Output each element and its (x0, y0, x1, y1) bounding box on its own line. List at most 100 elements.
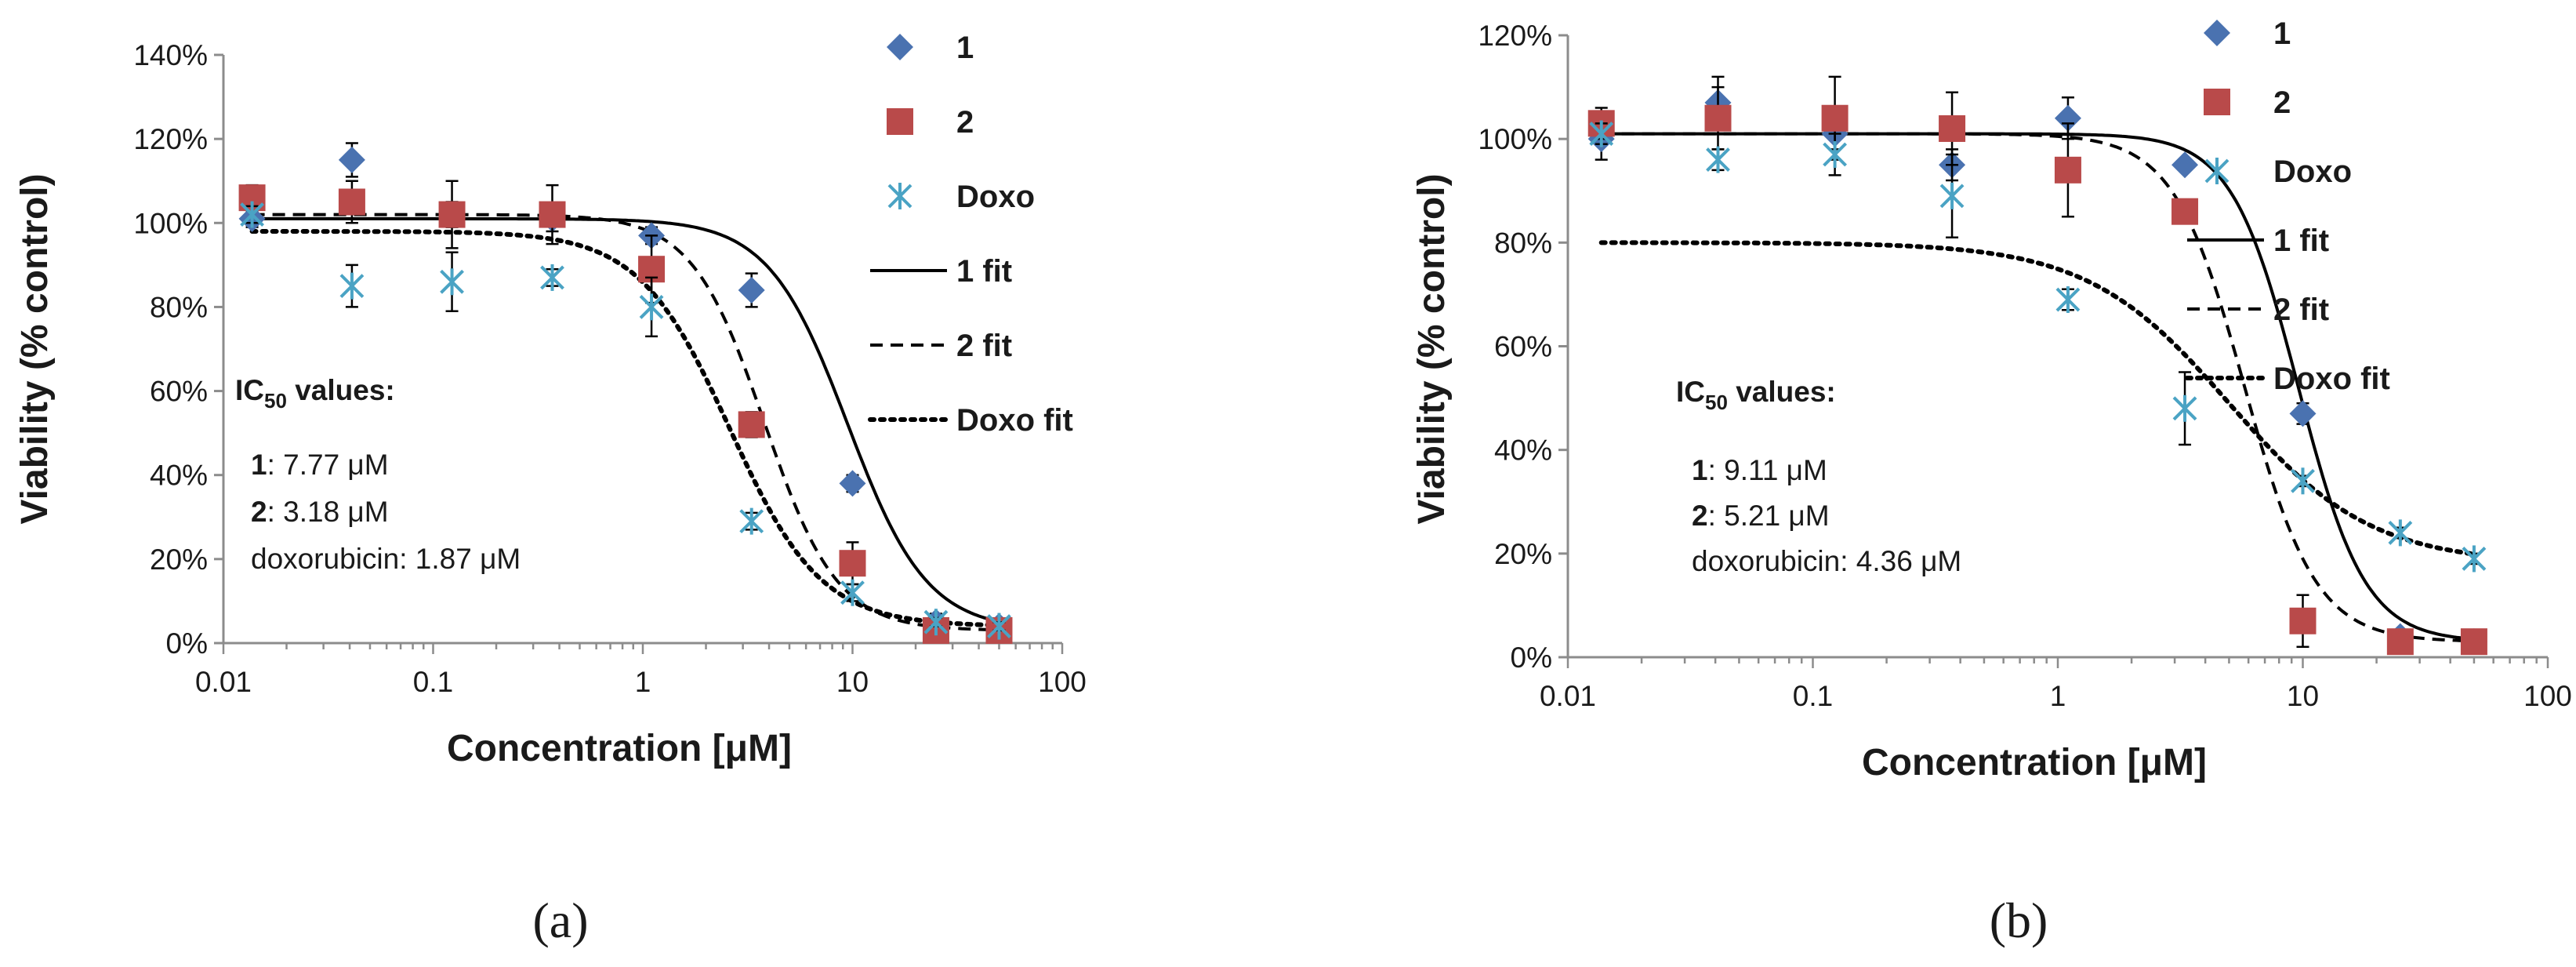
fit-curve-doxo (249, 229, 1002, 628)
y-tick-label: 0% (166, 627, 208, 660)
ic50-title: IC50 values: (1676, 376, 1836, 414)
ic50-row-key: doxorubicin: 4.36 μM (1692, 545, 1961, 577)
fit-curve-2 (1601, 132, 2474, 643)
legend-label: 2 (2273, 85, 2291, 120)
ic50-title: IC50 values: (235, 374, 395, 413)
legend-marker-1 (2204, 20, 2230, 46)
x-axis-title: Concentration [μM] (447, 728, 792, 769)
x-tick-label: 0.1 (413, 666, 453, 698)
panel-label: (a) (532, 892, 588, 948)
y-tick-label: 40% (150, 460, 208, 492)
data-point (2388, 519, 2413, 547)
ic50-annotation: IC50 values: 1: 9.11 μM 2: 5.21 μM doxorubi… (1676, 376, 1961, 577)
fit-curve-doxo (1598, 240, 2476, 557)
y-tick-label: 120% (133, 123, 208, 155)
legend-marker-1 (887, 34, 913, 60)
legend-marker-doxo (887, 183, 912, 209)
data-point (738, 277, 765, 304)
ic50-row: doxorubicin: 1.87 μM (251, 543, 521, 575)
data-point (1821, 104, 1849, 132)
legend-label: 1 fit (956, 254, 1012, 289)
legend-label: 2 fit (956, 329, 1012, 363)
data-point (839, 470, 866, 497)
series-doxo (240, 201, 1011, 640)
chart-panel-a: 0% 20% 40% 60% 80% 100% 120% 140% 0.01 0.1 1 10 100 C… (14, 31, 1087, 948)
y-tick-label: 60% (1494, 331, 1552, 363)
data-point (739, 507, 764, 535)
ic50-title-rest: values: (1728, 376, 1836, 408)
data-point (2054, 156, 2081, 184)
data-point (2055, 286, 2081, 314)
ic50-row-key: 2 (1692, 500, 1708, 532)
y-tick-label: 100% (1478, 123, 1552, 155)
x-tick-label: 0.01 (195, 666, 252, 698)
ic50-row-key: 2 (251, 496, 267, 528)
data-point (438, 201, 466, 228)
ic50-title-rest: values: (287, 374, 395, 406)
data-point (738, 411, 765, 438)
data-point (540, 264, 564, 291)
ic50-row: 1: 9.11 μM (1692, 454, 1827, 486)
y-axis-title: Viability (% control) (1411, 173, 1453, 524)
data-point (1823, 140, 1848, 168)
legend-marker-doxo (2204, 158, 2230, 184)
legend-label: Doxo (956, 180, 1035, 214)
data-point (338, 146, 365, 173)
ic50-title-main: IC (1676, 376, 1705, 408)
data-point (440, 268, 464, 296)
legend-label: Doxo (2273, 155, 2352, 189)
data-point (1704, 104, 1732, 132)
legend-label: Doxo fit (2273, 362, 2390, 396)
data-point (339, 272, 365, 300)
data-point (2289, 400, 2317, 427)
legend-label: 1 (956, 31, 974, 65)
fit-curve-2 (252, 213, 1000, 632)
ic50-row-value: : 7.77 μM (267, 449, 389, 481)
legend-label: 1 (2273, 16, 2291, 51)
data-point (2171, 198, 2199, 225)
ic50-row-value: : 9.11 μM (1708, 454, 1827, 486)
series-2 (1587, 75, 2487, 656)
data-point (2462, 545, 2487, 573)
x-tick-label: 100 (1038, 666, 1087, 698)
ic50-title-sub: 50 (264, 389, 287, 413)
data-point (2289, 607, 2317, 634)
legend: 1 2 Doxo 1 fit 2 fit Doxo fit (868, 31, 1073, 438)
x-tick-label: 1 (2050, 680, 2066, 712)
legend-marker-2 (887, 108, 913, 135)
y-tick-label: 20% (1494, 538, 1552, 570)
data-point (923, 609, 949, 636)
ic50-row: 2: 5.21 μM (1692, 500, 1830, 532)
x-tick-label: 0.01 (1540, 680, 1596, 712)
data-point (2171, 151, 2199, 179)
data-point (2460, 628, 2487, 656)
x-tick-label: 100 (2523, 680, 2572, 712)
y-tick-label: 0% (1511, 642, 1552, 674)
ic50-row: doxorubicin: 4.36 μM (1692, 545, 1961, 577)
legend-label: 1 fit (2273, 224, 2329, 258)
data-point (2386, 628, 2414, 656)
y-axis-title: Viability (% control) (14, 173, 56, 524)
x-tick-label: 10 (836, 666, 869, 698)
data-point (2172, 394, 2197, 422)
ic50-row-key: 1 (251, 449, 267, 481)
ic50-annotation: IC50 values:1: 7.77 μM2: 3.18 μMdoxorubi… (235, 374, 521, 575)
ic50-title-sub: 50 (1705, 391, 1728, 414)
y-tick-label: 80% (150, 291, 208, 323)
ic50-row-key: 1 (1692, 454, 1708, 486)
data-point (1939, 182, 1965, 209)
data-point (840, 579, 865, 606)
y-tick-label: 120% (1478, 20, 1552, 52)
y-tick-label: 20% (150, 543, 208, 576)
legend-marker-2 (2204, 89, 2230, 115)
data-point (839, 550, 866, 577)
data-point (987, 613, 1011, 640)
data-point (639, 293, 664, 321)
y-tick-label: 100% (133, 207, 208, 239)
chart-panel-b: 0% 20% 40% 60% 80% 100% 120% 0.01 0.1 1 10 100 Conce… (1411, 16, 2572, 948)
legend-label: 2 (956, 105, 974, 140)
x-axis-title: Concentration [μM] (1862, 742, 2207, 783)
y-tick-label: 80% (1494, 227, 1552, 259)
data-point (1706, 146, 1730, 173)
data-point (2291, 467, 2315, 495)
